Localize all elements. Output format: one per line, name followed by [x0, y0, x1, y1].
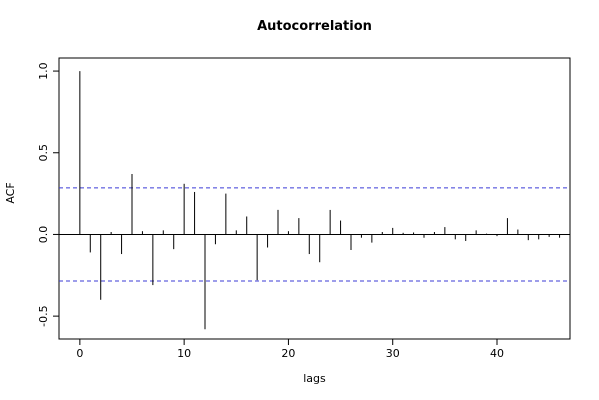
plot-frame [58, 57, 571, 340]
y-tick-label: -0.5 [37, 305, 50, 326]
y-axis-label: ACF [4, 182, 17, 203]
x-tick-label: 10 [177, 347, 191, 360]
chart-title: Autocorrelation [257, 19, 372, 34]
plot-area: 0 10 20 30 40 -0.5 0.0 0.5 1.0 [37, 57, 571, 360]
x-tick-label: 30 [386, 347, 400, 360]
x-tick-label: 40 [490, 347, 504, 360]
x-tick-label: 20 [281, 347, 295, 360]
y-tick-label: 0.5 [37, 144, 50, 162]
x-tick-label: 0 [76, 347, 83, 360]
y-tick-label: 1.0 [37, 62, 50, 80]
y-tick-label: 0.0 [37, 226, 50, 244]
x-axis-label: lags [303, 372, 326, 385]
